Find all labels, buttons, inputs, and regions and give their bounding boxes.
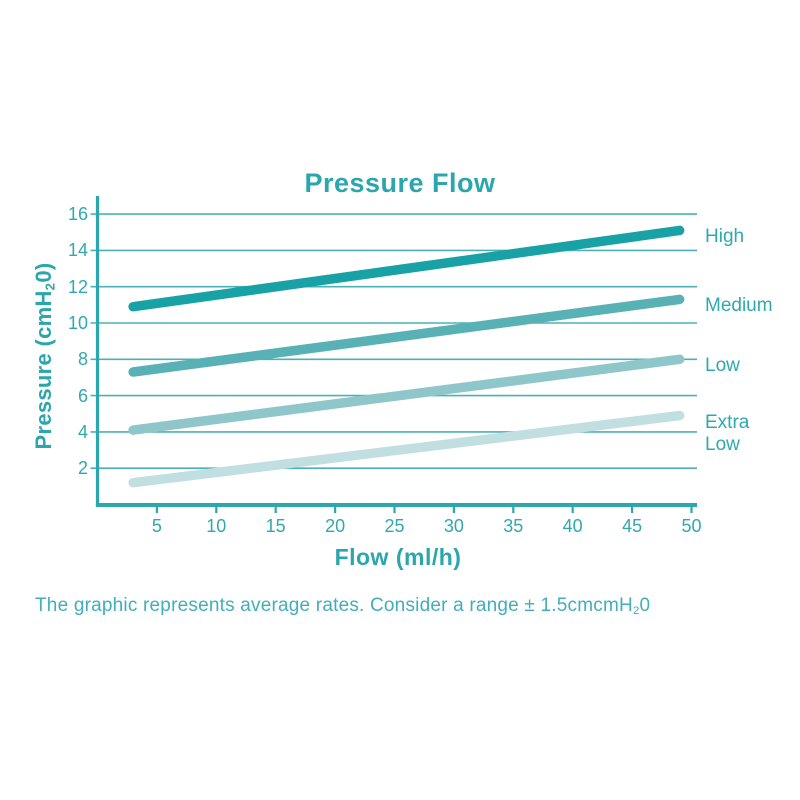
footer-note: The graphic represents average rates. Co… [35, 595, 775, 617]
x-axis-title: Flow (ml/h) [334, 544, 462, 570]
y-tick-label-6: 6 [77, 385, 88, 406]
footer-note-text-end: 0 [639, 595, 651, 616]
y-tick-label-14: 14 [67, 240, 88, 261]
series-line-medium [128, 294, 685, 377]
x-tick-label-45: 45 [622, 516, 643, 536]
y-tick-label-12: 12 [67, 276, 88, 297]
series-label-low: Low [705, 355, 740, 377]
x-tick-label-35: 35 [503, 516, 524, 536]
y-tick-label-10: 10 [67, 313, 88, 333]
y-tick-label-4: 4 [77, 421, 88, 442]
series-label-high: High [705, 226, 745, 248]
y-tick-label-8: 8 [77, 349, 88, 370]
x-tick-label-15: 15 [265, 516, 286, 536]
series-line-high [128, 225, 685, 312]
x-tick-label-20: 20 [325, 516, 346, 536]
series-line-low [128, 354, 685, 435]
x-tick-label-50: 50 [681, 516, 702, 536]
y-tick-label-16: 16 [67, 204, 88, 225]
series-label-medium: Medium [705, 295, 773, 317]
footer-note-text: The graphic represents average rates. Co… [35, 595, 633, 616]
x-tick-label-30: 30 [443, 516, 464, 536]
x-tick-label-5: 5 [151, 516, 162, 536]
series-line-extra-low [128, 410, 685, 488]
footer-note-subscript: 2 [632, 604, 640, 617]
x-tick-label-10: 10 [206, 516, 227, 536]
series-label-extra-low: Extra Low [705, 411, 750, 455]
y-tick-label-2: 2 [77, 458, 88, 479]
chart-title: Pressure Flow [304, 168, 496, 198]
x-tick-label-40: 40 [562, 516, 583, 536]
x-tick-label-25: 25 [384, 516, 405, 536]
